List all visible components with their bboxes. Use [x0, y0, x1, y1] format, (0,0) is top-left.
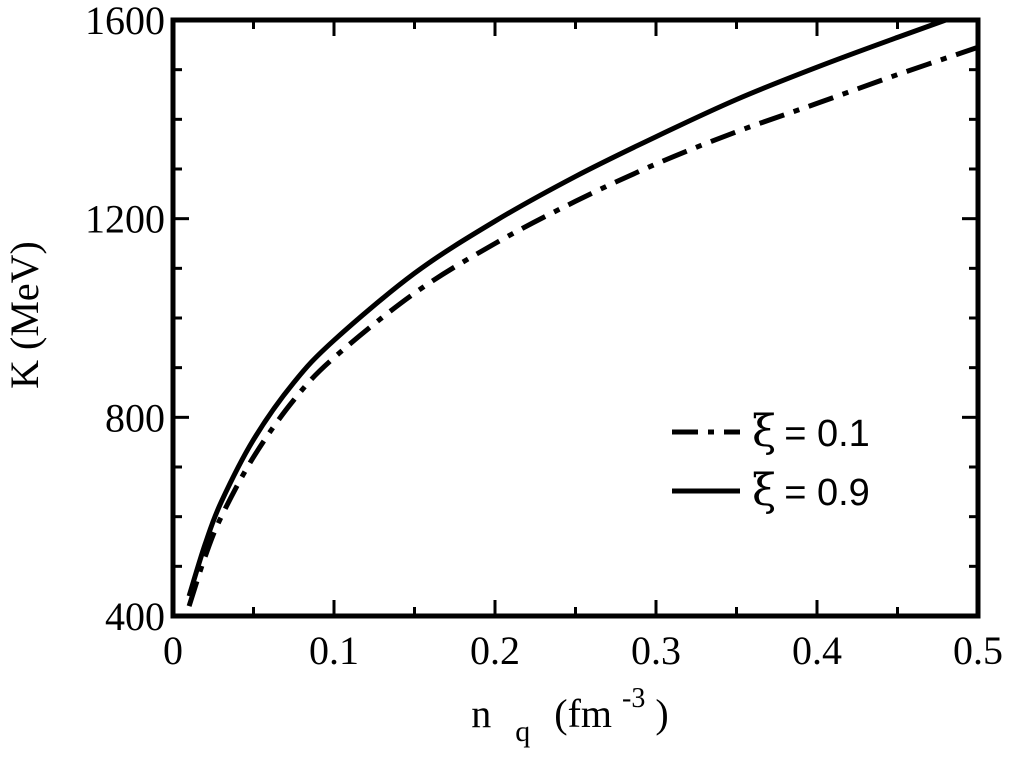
y-tick-label: 1200: [85, 197, 165, 242]
major-ticks: [171, 18, 980, 618]
y-axis-label: K (MeV): [2, 241, 47, 389]
x-label-unit-close: ): [655, 691, 668, 736]
y-tick-labels: 400 800 1200 1600: [85, 0, 165, 639]
x-tick-label: 0.3: [631, 628, 681, 673]
legend-label-1: ξ = 0.9: [752, 465, 870, 516]
legend-symbol: ξ: [752, 465, 776, 516]
x-tick-labels: 0 0.1 0.2 0.3 0.4 0.5: [163, 628, 1003, 673]
y-tick-label: 800: [105, 395, 165, 440]
x-axis-label: n q (fm -3 ): [471, 671, 668, 750]
x-label-unit-sup: -3: [622, 683, 645, 714]
plot-frame: [170, 17, 981, 619]
series-line-0: [186, 44, 979, 607]
x-tick-label: 0.1: [309, 628, 359, 673]
x-label-sub: q: [515, 715, 530, 748]
legend: ξ = 0.1ξ = 0.9: [672, 406, 870, 516]
x-tick-label: 0.5: [953, 628, 1003, 673]
y-tick-label: 1600: [85, 0, 165, 43]
y-tick-label: 400: [105, 594, 165, 639]
legend-value: = 0.1: [784, 413, 870, 455]
x-label-unit-open: (fm: [554, 691, 612, 736]
x-tick-label: 0: [163, 628, 183, 673]
legend-symbol: ξ: [752, 406, 776, 457]
minor-ticks: [173, 20, 978, 616]
legend-value: = 0.9: [784, 472, 870, 514]
series-layer: [186, 17, 979, 607]
x-label-base: n: [471, 691, 491, 736]
x-tick-label: 0.4: [792, 628, 842, 673]
series-line-1: [186, 17, 947, 597]
legend-label-0: ξ = 0.1: [752, 406, 870, 457]
x-tick-label: 0.2: [470, 628, 520, 673]
